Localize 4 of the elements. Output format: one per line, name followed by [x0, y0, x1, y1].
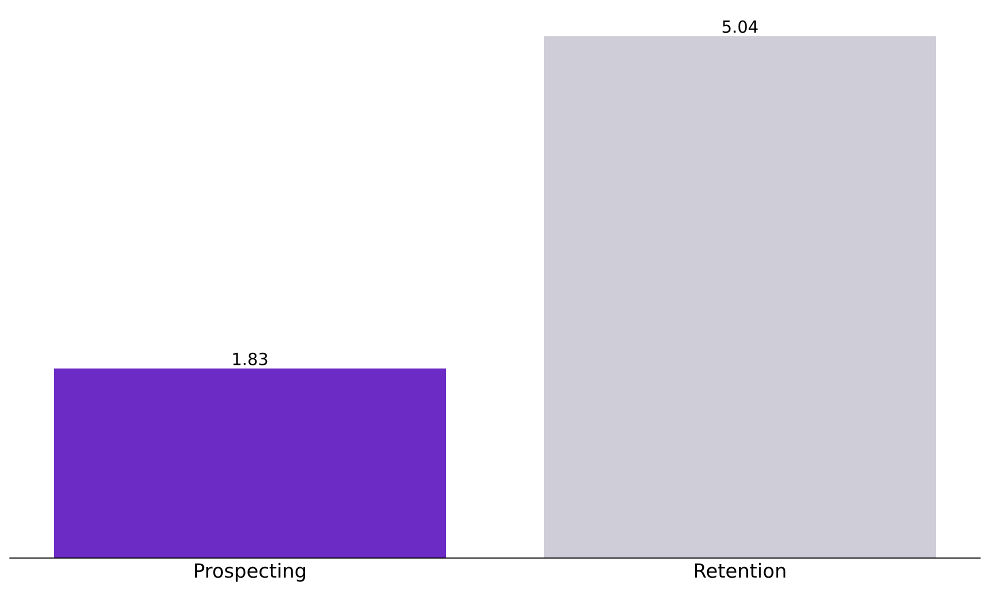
- x-tick-label: Prospecting: [195, 562, 306, 582]
- data-label: 5.04: [722, 20, 758, 33]
- x-tick-label: Retention: [695, 562, 786, 578]
- data-label: 1.83: [233, 352, 268, 366]
